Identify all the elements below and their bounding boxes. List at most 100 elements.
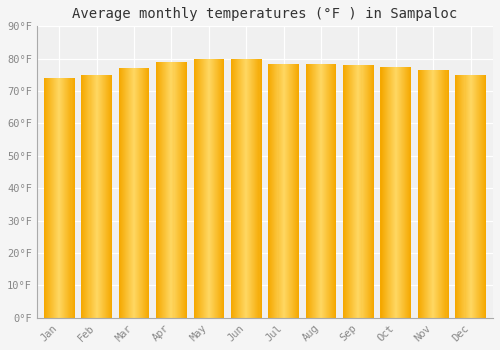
Bar — [286, 64, 288, 318]
Bar — [444, 70, 446, 318]
Bar — [100, 75, 102, 318]
Bar — [485, 75, 486, 318]
Bar — [127, 68, 128, 318]
Bar — [109, 75, 110, 318]
Bar — [184, 62, 186, 318]
Bar — [422, 70, 423, 318]
Bar — [424, 70, 425, 318]
Bar — [57, 78, 58, 318]
Bar — [107, 75, 108, 318]
Bar — [129, 68, 130, 318]
Bar — [245, 59, 246, 318]
Bar — [431, 70, 432, 318]
Bar — [209, 59, 210, 318]
Bar — [56, 78, 57, 318]
Bar — [55, 78, 56, 318]
Bar — [248, 59, 250, 318]
Bar — [405, 67, 406, 318]
Bar — [64, 78, 66, 318]
Bar — [356, 65, 358, 318]
Bar — [325, 64, 326, 318]
Bar — [120, 68, 121, 318]
Bar — [314, 64, 315, 318]
Bar — [468, 75, 469, 318]
Bar — [105, 75, 106, 318]
Bar — [317, 64, 318, 318]
Bar — [484, 75, 485, 318]
Bar — [352, 65, 354, 318]
Bar — [118, 68, 120, 318]
Bar — [330, 64, 331, 318]
Bar — [480, 75, 481, 318]
Bar — [159, 62, 160, 318]
Bar — [348, 65, 349, 318]
Bar — [306, 64, 308, 318]
Bar — [328, 64, 329, 318]
Bar — [207, 59, 208, 318]
Bar — [60, 78, 62, 318]
Bar — [196, 59, 198, 318]
Bar — [239, 59, 240, 318]
Bar — [170, 62, 172, 318]
Bar — [404, 67, 405, 318]
Bar — [429, 70, 430, 318]
Bar — [406, 67, 407, 318]
Bar — [268, 64, 270, 318]
Bar — [297, 64, 298, 318]
Bar — [394, 67, 395, 318]
Bar — [110, 75, 111, 318]
Bar — [186, 62, 187, 318]
Bar — [382, 67, 384, 318]
Bar — [88, 75, 90, 318]
Bar — [210, 59, 211, 318]
Bar — [409, 67, 410, 318]
Bar — [384, 67, 386, 318]
Bar — [146, 68, 148, 318]
Bar — [344, 65, 345, 318]
Bar — [423, 70, 424, 318]
Bar — [137, 68, 138, 318]
Bar — [202, 59, 203, 318]
Bar — [125, 68, 126, 318]
Bar — [92, 75, 94, 318]
Bar — [166, 62, 168, 318]
Bar — [123, 68, 124, 318]
Bar — [59, 78, 60, 318]
Bar — [426, 70, 427, 318]
Bar — [479, 75, 480, 318]
Bar — [102, 75, 103, 318]
Bar — [427, 70, 428, 318]
Bar — [132, 68, 133, 318]
Bar — [218, 59, 219, 318]
Bar — [388, 67, 390, 318]
Bar — [180, 62, 182, 318]
Bar — [208, 59, 209, 318]
Bar — [343, 65, 344, 318]
Bar — [214, 59, 215, 318]
Bar — [329, 64, 330, 318]
Bar — [370, 65, 372, 318]
Bar — [315, 64, 316, 318]
Bar — [276, 64, 278, 318]
Bar — [282, 64, 284, 318]
Bar — [108, 75, 109, 318]
Bar — [386, 67, 388, 318]
Bar — [272, 64, 274, 318]
Bar — [321, 64, 322, 318]
Bar — [408, 67, 409, 318]
Bar — [220, 59, 221, 318]
Bar — [211, 59, 212, 318]
Bar — [380, 67, 382, 318]
Bar — [134, 68, 135, 318]
Bar — [296, 64, 297, 318]
Bar — [200, 59, 202, 318]
Bar — [219, 59, 220, 318]
Bar — [256, 59, 258, 318]
Bar — [472, 75, 474, 318]
Bar — [235, 59, 236, 318]
Bar — [420, 70, 421, 318]
Bar — [104, 75, 105, 318]
Bar — [309, 64, 310, 318]
Bar — [258, 59, 260, 318]
Bar — [407, 67, 408, 318]
